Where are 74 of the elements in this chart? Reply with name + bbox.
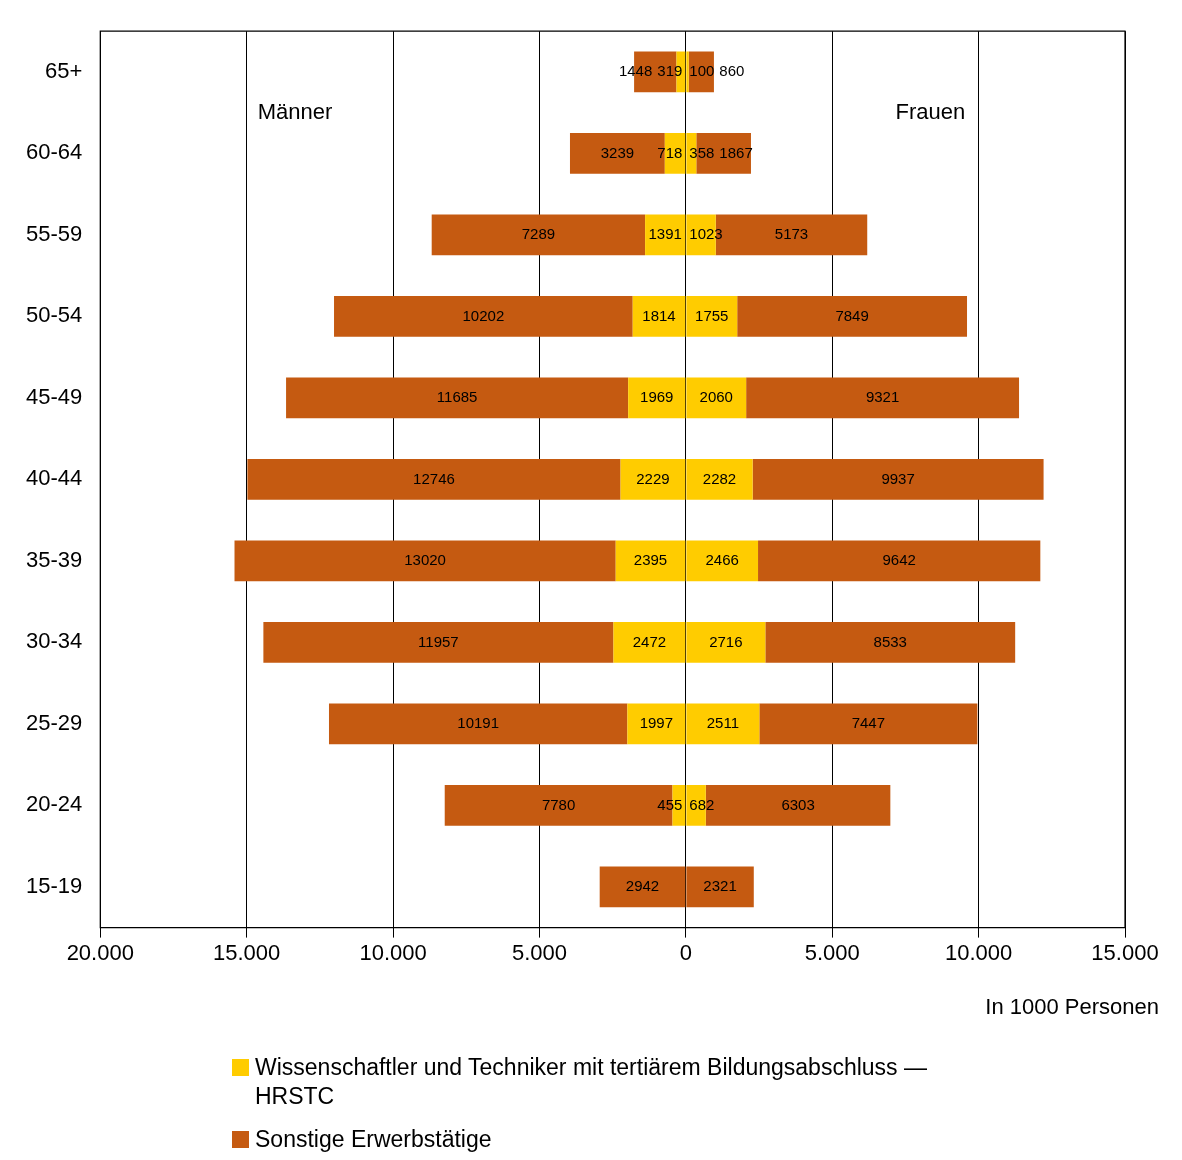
data-label: 7780: [541, 795, 576, 813]
data-label: 10202: [462, 306, 505, 324]
data-label: 11957: [418, 632, 459, 650]
x-tick-label: 15.000: [213, 939, 281, 965]
y-tick-label: 65+: [44, 58, 83, 84]
data-label: 1969: [640, 388, 674, 406]
y-tick-label: 30-34: [25, 628, 83, 654]
x-tick-label: 20.000: [66, 939, 134, 965]
x-tick-label: 10.000: [944, 939, 1013, 965]
y-tick-label: 40-44: [25, 465, 83, 491]
data-label: 12746: [413, 469, 455, 487]
x-tick-label: 0: [679, 939, 692, 965]
data-label: 1023: [689, 225, 723, 243]
data-label: 2060: [699, 388, 733, 406]
data-label: 5173: [774, 225, 809, 243]
data-label: 13020: [404, 551, 446, 569]
data-label: 2472: [632, 632, 667, 650]
data-label: 11685: [436, 388, 478, 406]
bar: [737, 296, 968, 337]
data-label: 7447: [851, 714, 886, 732]
data-label: 1755: [695, 306, 729, 324]
annotation: Männer: [257, 98, 333, 124]
y-tick-label: 60-64: [25, 139, 83, 165]
bar: [263, 622, 614, 663]
data-label: 100: [689, 62, 715, 80]
bar: [765, 622, 1016, 663]
x-tick-label: 5.000: [804, 939, 860, 965]
data-label: 3239: [600, 143, 635, 161]
data-label: 7849: [835, 306, 869, 324]
bar: [758, 540, 1041, 582]
y-tick-label: 45-49: [25, 383, 83, 409]
data-label: 2942: [625, 877, 660, 894]
y-tick-label: 15-19: [25, 872, 83, 898]
x-tick-label: 15.000: [1091, 939, 1159, 965]
data-label: 2282: [702, 469, 737, 487]
x-tick-label: 5.000: [511, 939, 567, 965]
data-label: 718: [657, 143, 683, 161]
y-tick-label: 35-39: [25, 546, 83, 572]
data-label: 860: [719, 62, 745, 80]
bar: [431, 214, 646, 256]
bar: [334, 296, 633, 337]
bar: [752, 459, 1044, 500]
y-tick-label: 20-24: [25, 791, 83, 817]
data-label: 9321: [865, 388, 900, 406]
data-label: 7289: [521, 225, 556, 243]
data-label: 9642: [882, 551, 916, 569]
data-label: 2466: [705, 551, 739, 569]
data-label: 8533: [873, 632, 907, 650]
bar: [247, 459, 621, 500]
bar: [746, 377, 1020, 419]
x-tick-label: 10.000: [359, 939, 427, 965]
bar: [759, 703, 978, 745]
data-label: 9937: [881, 469, 915, 487]
x-axis-title: In 1000 Personen: [985, 993, 1159, 1019]
data-label: 682: [689, 795, 715, 813]
y-tick-label: 55-59: [25, 220, 83, 246]
data-label: 2229: [636, 469, 670, 487]
data-label: 10191: [457, 714, 500, 732]
bar: [234, 540, 616, 582]
annotation: Frauen: [895, 98, 966, 124]
data-label: 1391: [648, 225, 682, 243]
data-label: 2716: [709, 632, 743, 650]
y-tick-label: 50-54: [25, 302, 83, 328]
data-label: 1814: [642, 306, 676, 324]
bar: [328, 703, 628, 745]
y-tick-label: 25-29: [25, 709, 83, 735]
data-label: 2395: [633, 551, 668, 569]
data-label: 2511: [706, 714, 739, 732]
data-label: 6303: [781, 795, 815, 813]
bar: [286, 377, 629, 419]
legend-label: Sonstige Erwerbstätige: [255, 1125, 492, 1154]
data-label: 1997: [639, 714, 674, 732]
legend-label: Wissenschaftler und Techniker mit tertiärem Bildungsabschluss — HRSTC: [255, 1053, 928, 1111]
data-label: 2321: [703, 877, 737, 894]
